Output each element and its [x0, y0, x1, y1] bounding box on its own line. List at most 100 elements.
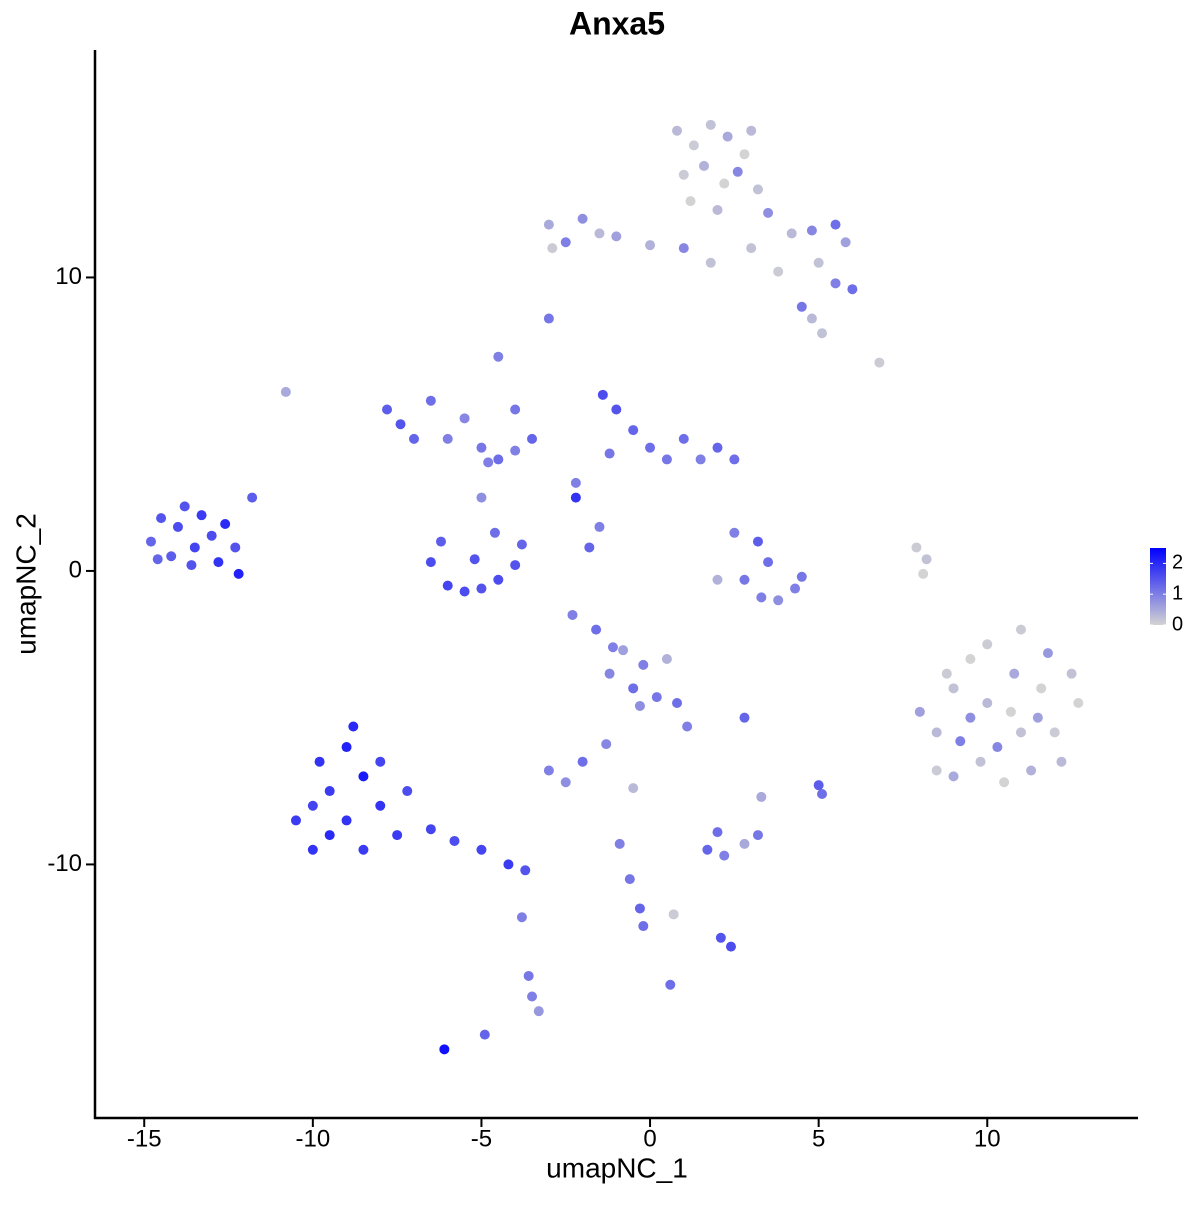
point	[409, 433, 420, 444]
point	[911, 542, 922, 553]
point	[156, 513, 167, 524]
point	[752, 536, 763, 547]
chart-title: Anxa5	[569, 5, 665, 41]
point	[375, 756, 386, 767]
point	[607, 642, 618, 653]
point	[459, 586, 470, 597]
point	[1005, 706, 1016, 717]
point	[773, 266, 784, 277]
point	[206, 530, 217, 541]
point	[830, 219, 841, 230]
point	[948, 771, 959, 782]
point	[493, 454, 504, 465]
point	[604, 668, 615, 679]
point	[567, 609, 578, 620]
point	[678, 243, 689, 254]
point	[533, 1006, 544, 1017]
point	[790, 583, 801, 594]
point	[796, 571, 807, 582]
point	[179, 501, 190, 512]
point	[729, 527, 740, 538]
colorbar-tick-label: 0	[1172, 613, 1183, 635]
point	[773, 595, 784, 606]
point	[705, 119, 716, 130]
point	[152, 554, 163, 565]
point	[645, 442, 656, 453]
point	[348, 721, 359, 732]
point	[651, 692, 662, 703]
point	[739, 712, 750, 723]
point	[543, 765, 554, 776]
x-axis-title: umapNC_1	[546, 1152, 688, 1183]
point	[591, 624, 602, 635]
point	[516, 539, 527, 550]
point	[1056, 756, 1067, 767]
point	[813, 780, 824, 791]
point	[324, 830, 335, 841]
x-tick-label: -5	[471, 1125, 492, 1152]
point	[719, 850, 730, 861]
point	[476, 492, 487, 503]
point	[729, 454, 740, 465]
point	[1073, 698, 1084, 709]
point	[722, 131, 733, 142]
point	[570, 492, 581, 503]
point	[817, 328, 828, 339]
point	[746, 125, 757, 136]
point	[752, 830, 763, 841]
point	[756, 791, 767, 802]
point	[594, 521, 605, 532]
point	[560, 237, 571, 248]
point	[661, 653, 672, 664]
point	[1026, 765, 1037, 776]
point	[611, 404, 622, 415]
point	[247, 492, 258, 503]
point	[739, 574, 750, 585]
point	[543, 313, 554, 324]
point	[341, 815, 352, 826]
point	[672, 698, 683, 709]
point	[479, 1029, 490, 1040]
point	[982, 698, 993, 709]
point	[341, 742, 352, 753]
point	[921, 554, 932, 565]
point	[628, 783, 639, 794]
point	[840, 237, 851, 248]
point	[712, 442, 723, 453]
point	[196, 510, 207, 521]
point	[732, 166, 743, 177]
point	[166, 551, 177, 562]
point	[992, 742, 1003, 753]
point	[712, 574, 723, 585]
point	[763, 557, 774, 568]
point	[516, 912, 527, 923]
point	[634, 700, 645, 711]
point	[523, 970, 534, 981]
point	[459, 413, 470, 424]
point	[847, 284, 858, 295]
point	[145, 536, 156, 547]
point	[624, 874, 635, 885]
point	[739, 838, 750, 849]
point	[645, 240, 656, 251]
point	[314, 756, 325, 767]
point	[739, 149, 750, 160]
point	[442, 580, 453, 591]
point	[1009, 668, 1020, 679]
point	[476, 583, 487, 594]
point	[220, 518, 231, 529]
point	[280, 386, 291, 397]
point	[712, 827, 723, 838]
point	[611, 231, 622, 242]
point	[547, 243, 558, 254]
point	[510, 445, 521, 456]
point	[638, 921, 649, 932]
point	[955, 736, 966, 747]
point	[577, 756, 588, 767]
point	[172, 521, 183, 532]
y-axis-title: umapNC_2	[10, 513, 41, 655]
point	[324, 786, 335, 797]
point	[914, 706, 925, 717]
point	[931, 727, 942, 738]
